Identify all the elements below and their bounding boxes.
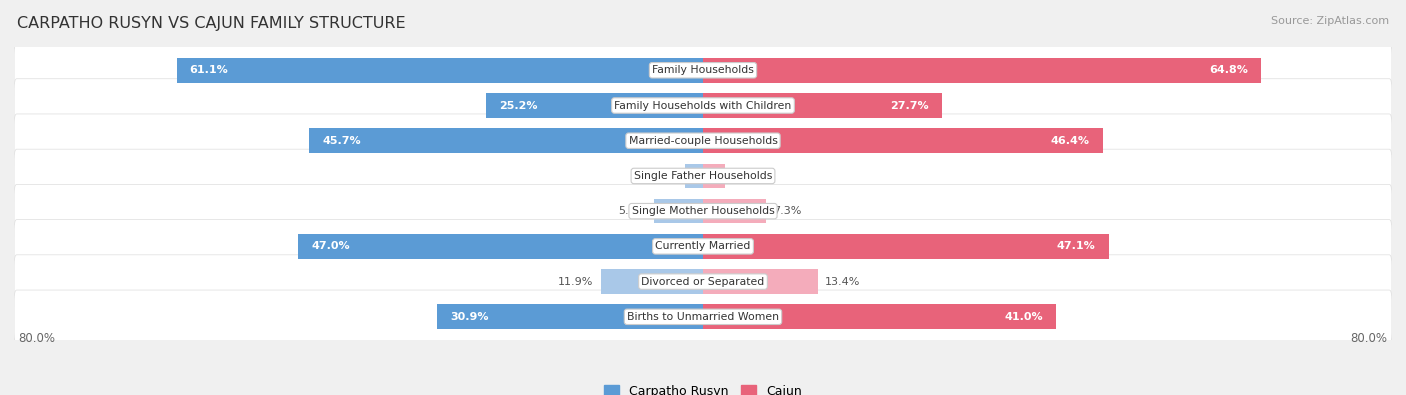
Text: 2.1%: 2.1% [650,171,678,181]
Text: Currently Married: Currently Married [655,241,751,251]
Text: 5.7%: 5.7% [619,206,647,216]
Text: 45.7%: 45.7% [322,136,361,146]
Bar [703,58,1261,83]
FancyBboxPatch shape [14,290,1392,344]
Text: 11.9%: 11.9% [558,276,593,287]
Bar [703,128,1102,153]
Text: 27.7%: 27.7% [890,100,928,111]
Bar [437,305,703,329]
Text: 13.4%: 13.4% [825,276,860,287]
Text: 2.5%: 2.5% [731,171,759,181]
FancyBboxPatch shape [14,255,1392,308]
Text: Source: ZipAtlas.com: Source: ZipAtlas.com [1271,16,1389,26]
Bar [703,93,942,118]
Text: Single Father Households: Single Father Households [634,171,772,181]
Bar [654,199,703,224]
Text: Family Households: Family Households [652,65,754,75]
Bar [703,305,1056,329]
FancyBboxPatch shape [14,149,1392,203]
Legend: Carpatho Rusyn, Cajun: Carpatho Rusyn, Cajun [605,385,801,395]
Bar [703,269,818,294]
Text: 7.3%: 7.3% [773,206,801,216]
Text: Divorced or Separated: Divorced or Separated [641,276,765,287]
Bar [703,164,724,188]
Text: Single Mother Households: Single Mother Households [631,206,775,216]
Bar [309,128,703,153]
Bar [177,58,703,83]
Text: 25.2%: 25.2% [499,100,537,111]
Text: 41.0%: 41.0% [1004,312,1043,322]
FancyBboxPatch shape [14,79,1392,132]
Text: 30.9%: 30.9% [450,312,488,322]
Text: Married-couple Households: Married-couple Households [628,136,778,146]
FancyBboxPatch shape [14,184,1392,238]
Text: CARPATHO RUSYN VS CAJUN FAMILY STRUCTURE: CARPATHO RUSYN VS CAJUN FAMILY STRUCTURE [17,16,405,31]
Bar [486,93,703,118]
Bar [298,234,703,259]
Text: 80.0%: 80.0% [18,332,55,345]
FancyBboxPatch shape [14,114,1392,167]
Bar [685,164,703,188]
FancyBboxPatch shape [14,220,1392,273]
Text: 47.0%: 47.0% [311,241,350,251]
Text: 64.8%: 64.8% [1209,65,1249,75]
Bar [703,199,766,224]
Bar [600,269,703,294]
Text: 80.0%: 80.0% [1351,332,1388,345]
Text: Family Households with Children: Family Households with Children [614,100,792,111]
Text: 46.4%: 46.4% [1050,136,1090,146]
Text: 61.1%: 61.1% [190,65,229,75]
FancyBboxPatch shape [14,43,1392,97]
Text: Births to Unmarried Women: Births to Unmarried Women [627,312,779,322]
Bar [703,234,1108,259]
Text: 47.1%: 47.1% [1057,241,1095,251]
